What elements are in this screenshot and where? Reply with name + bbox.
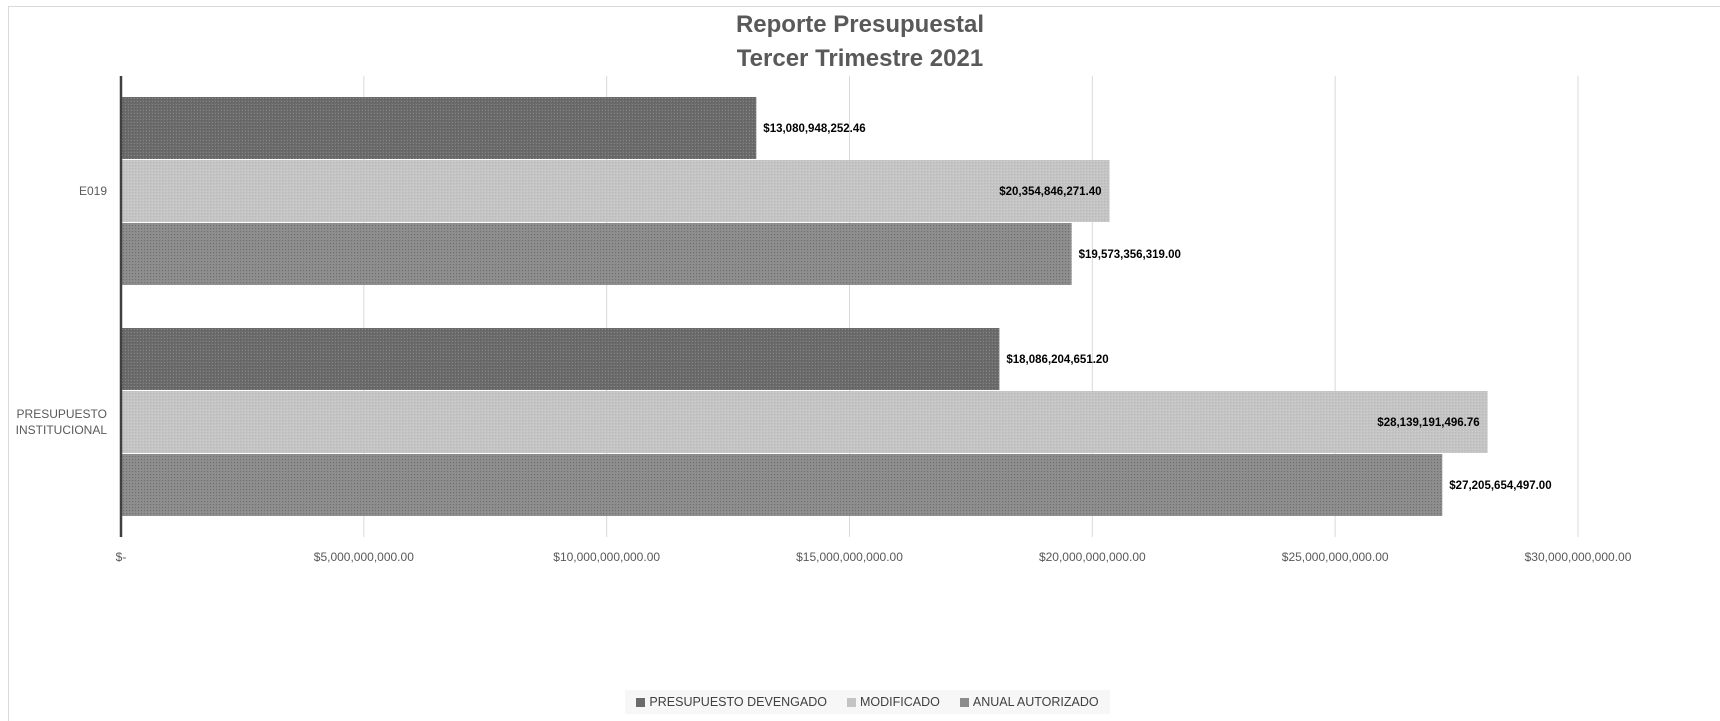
category-label-e019: E019 [79,184,107,198]
x-tick-label: $10,000,000,000.00 [553,550,660,564]
chart-title-line-2: Tercer Trimestre 2021 [736,45,984,72]
chart-area [8,6,1720,721]
bar-presupuesto-devengado-presupuesto-institucional [121,328,1000,390]
legend-label-devengado: PRESUPUESTO DEVENGADO [649,695,827,709]
data-label-presupuesto-devengado-e019: $13,080,948,252.46 [763,123,865,135]
bar-anual-autorizado-e019 [121,223,1072,285]
legend-item-modificado: MODIFICADO [847,695,940,709]
bar-presupuesto-devengado-e019 [121,97,757,159]
bar-modificado-e019 [121,160,1110,222]
legend-item-anual-autorizado: ANUAL AUTORIZADO [959,695,1099,709]
x-tick-label: $30,000,000,000.00 [1525,550,1632,564]
data-label-modificado-e019: $20,354,846,271.40 [999,186,1101,198]
x-tick-label: $- [116,550,127,564]
x-tick-label: $15,000,000,000.00 [796,550,903,564]
chart-legend: PRESUPUESTO DEVENGADO MODIFICADO ANUAL A… [625,690,1110,714]
data-label-modificado-presupuesto-institucional: $28,139,191,496.76 [1377,417,1479,429]
legend-swatch-modificado [847,697,856,707]
data-label-presupuesto-devengado-presupuesto-institucional: $18,086,204,651.20 [1006,354,1108,366]
chart-title: Reporte Presupuestal Tercer Trimestre 20… [0,8,1720,76]
category-label-presupuesto-institucional-line-2: INSTITUCIONAL [16,423,108,437]
x-tick-label: $25,000,000,000.00 [1282,550,1389,564]
data-label-anual-autorizado-e019: $19,573,356,319.00 [1079,249,1181,261]
bar-anual-autorizado-presupuesto-institucional [121,454,1443,516]
x-tick-label: $20,000,000,000.00 [1039,550,1146,564]
data-label-anual-autorizado-presupuesto-institucional: $27,205,654,497.00 [1449,480,1551,492]
legend-swatch-anual-autorizado [959,697,969,707]
bar-modificado-presupuesto-institucional [121,391,1488,453]
category-label-presupuesto-institucional-line-1: PRESUPUESTO [17,407,107,421]
chart-title-line-1: Reporte Presupuestal [735,11,985,38]
legend-label-modificado: MODIFICADO [860,695,940,709]
legend-swatch-devengado [636,697,646,707]
legend-label-anual-autorizado: ANUAL AUTORIZADO [972,695,1099,709]
legend-item-devengado: PRESUPUESTO DEVENGADO [636,695,827,709]
x-tick-label: $5,000,000,000.00 [314,550,414,564]
